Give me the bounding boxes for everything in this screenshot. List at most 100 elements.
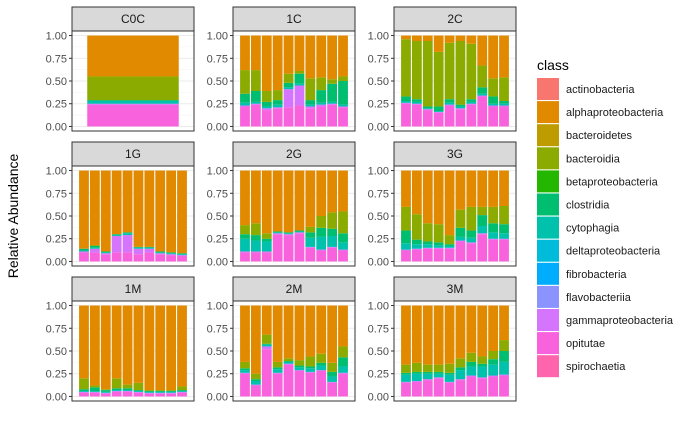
bar-segment-bacteroidia	[316, 77, 327, 91]
strip-background	[71, 6, 195, 32]
bar-segment-alphaproteobacteria	[433, 170, 444, 225]
strip-label: 2M	[286, 282, 303, 296]
bar-segment-alphaproteobacteria	[466, 305, 477, 353]
bar-segment-cytophagia	[455, 370, 466, 380]
bar-segment-bacteroidia	[411, 362, 422, 372]
legend-title: class	[537, 57, 569, 73]
bar-segment-alphaproteobacteria	[283, 305, 294, 359]
panel-2G: 2G 0.00 0.25 0.50 0.75 1.00	[207, 141, 356, 268]
bar-segment-gammaproteobacteria	[411, 103, 422, 105]
bar-segment-bacteroidia	[422, 223, 433, 242]
strip-background	[232, 141, 356, 167]
bar-segment-gammaproteobacteria	[488, 238, 499, 240]
bar-segment-bacteroidia	[240, 225, 250, 235]
bar-segment-alphaproteobacteria	[166, 305, 177, 391]
bar-segment-opitutae	[250, 104, 261, 127]
bar-segment-gammaproteobacteria	[444, 247, 455, 249]
bar-segment-opitutae	[250, 252, 261, 262]
bar-segment-gammaproteobacteria	[272, 372, 283, 374]
bar-segment-gammaproteobacteria	[433, 247, 444, 249]
y-tick-label: 0.25	[46, 99, 67, 111]
bar-segment-bacteroidia	[422, 41, 433, 107]
bar-segment-alphaproteobacteria	[499, 35, 509, 78]
bar-segment-cytophagia	[87, 101, 179, 104]
y-tick-label: 0.50	[46, 76, 67, 88]
bar-segment-cytophagia	[122, 390, 133, 391]
y-tick-label: 0.50	[46, 346, 67, 358]
bar-segment-opitutae	[144, 252, 155, 262]
bar-segment-gammaproteobacteria	[338, 249, 348, 251]
bar-segment-gammaproteobacteria	[294, 232, 305, 234]
bar-segment-cytophagia	[422, 108, 433, 110]
strip-label: 2C	[447, 12, 463, 26]
bar-segment-opitutae	[401, 103, 411, 127]
legend-swatch	[537, 101, 559, 124]
bar-segment-opitutae	[488, 239, 499, 262]
bar-segment-gammaproteobacteria	[155, 392, 166, 394]
bar-segment-clostridia	[250, 379, 261, 381]
bars	[79, 305, 187, 397]
bar-segment-bacteroidia	[87, 76, 179, 101]
bar-segment-cytophagia	[111, 390, 122, 391]
bar-segment-bacteroidia	[466, 43, 477, 100]
bar-segment-cytophagia	[327, 236, 338, 247]
bar-segment-bacteroidia	[283, 358, 294, 361]
bar-segment-bacteroidia	[166, 390, 177, 391]
bar-segment-opitutae	[316, 106, 327, 127]
bar-segment-gammaproteobacteria	[411, 381, 422, 382]
bar-segment-alphaproteobacteria	[444, 170, 455, 236]
bar-segment-clostridia	[79, 389, 89, 391]
y-tick-label: 0.75	[368, 53, 389, 65]
bar-segment-cytophagia	[433, 373, 444, 378]
bar-segment-alphaproteobacteria	[444, 35, 455, 43]
bar-segment-cytophagia	[305, 368, 316, 372]
legend-item-actinobacteria: actinobacteria	[537, 78, 635, 100]
bar-segment-opitutae	[327, 247, 338, 262]
bar-segment-gammaproteobacteria	[499, 105, 509, 107]
y-tick-label: 1.00	[46, 31, 67, 43]
bar-segment-alphaproteobacteria	[327, 170, 338, 213]
bar-segment-opitutae	[305, 247, 316, 262]
bar-segment-cytophagia	[455, 236, 466, 241]
y-tick-label: 1.00	[207, 31, 228, 43]
bar-segment-opitutae	[305, 372, 316, 397]
bar-segment-gammaproteobacteria	[422, 247, 433, 249]
bar-segment-alphaproteobacteria	[401, 305, 411, 365]
bar-segment-bacteroidia	[411, 41, 422, 100]
bar-segment-opitutae	[272, 234, 283, 262]
bar-segment-opitutae	[305, 108, 316, 127]
bar-segment-gammaproteobacteria	[477, 377, 488, 379]
bar-segment-cytophagia	[422, 373, 433, 380]
bar-segment-alphaproteobacteria	[250, 35, 261, 71]
bar-segment-cytophagia	[316, 365, 327, 371]
bar-segment-gammaproteobacteria	[87, 103, 179, 105]
bar-segment-alphaproteobacteria	[422, 305, 433, 365]
bar-segment-alphaproteobacteria	[433, 35, 444, 52]
bar-segment-gammaproteobacteria	[422, 379, 433, 381]
bar-segment-alphaproteobacteria	[316, 170, 327, 216]
legend-swatch	[537, 216, 559, 239]
y-tick-label: 0.25	[368, 234, 389, 246]
bar-segment-alphaproteobacteria	[122, 170, 133, 233]
legend-item-fibrobacteria: fibrobacteria	[537, 262, 627, 285]
y-tick-label: 0.50	[368, 76, 389, 88]
bar-segment-cytophagia	[79, 250, 89, 252]
bar-segment-gammaproteobacteria	[100, 253, 111, 255]
bar-segment-clostridia	[338, 233, 348, 243]
bar-segment-gammaproteobacteria	[79, 391, 89, 393]
bar-segment-alphaproteobacteria	[240, 305, 250, 362]
bar-segment-cytophagia	[294, 231, 305, 233]
bar-segment-gammaproteobacteria	[338, 106, 348, 108]
bar-segment-alphaproteobacteria	[283, 170, 294, 233]
legend-label: cytophagia	[566, 223, 620, 235]
bar-segment-gammaproteobacteria	[100, 392, 111, 394]
legend-item-bacteroidia: bacteroidia	[537, 147, 621, 170]
bar-segment-alphaproteobacteria	[401, 35, 411, 40]
bar-segment-bacteroidia	[79, 378, 89, 390]
bar-segment-cytophagia	[177, 254, 187, 256]
bar-segment-clostridia	[433, 242, 444, 246]
bar-segment-bacteroidia	[283, 73, 294, 83]
y-tick-label: 0.75	[207, 323, 228, 335]
legend-swatch	[537, 262, 559, 285]
